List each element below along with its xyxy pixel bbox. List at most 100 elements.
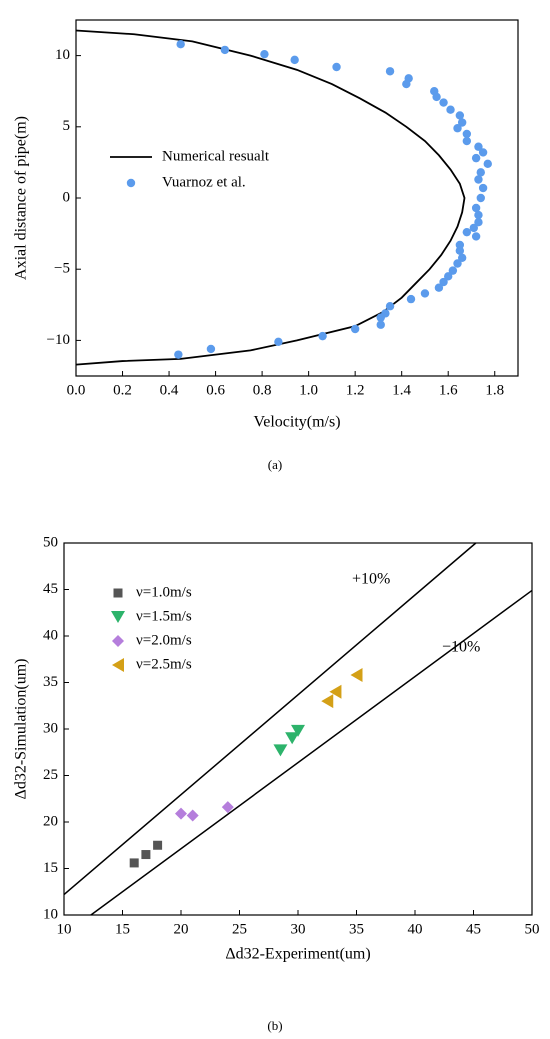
legend-marker <box>111 611 125 623</box>
y-tick-label: 45 <box>43 581 58 597</box>
x-tick-label: 0.0 <box>67 382 86 398</box>
caption: (a) <box>268 457 282 472</box>
legend-marker <box>112 635 124 647</box>
y-tick-label: 10 <box>55 47 70 63</box>
marker <box>453 259 462 268</box>
marker <box>457 253 467 263</box>
legend-label: Numerical resualt <box>162 148 270 164</box>
marker <box>332 62 341 72</box>
y-tick-label: 10 <box>43 906 58 922</box>
x-tick-label: 35 <box>349 921 364 937</box>
reference-line <box>63 542 477 896</box>
marker <box>462 136 472 146</box>
marker <box>478 183 488 193</box>
legend-label: ν=1.0m/s <box>136 584 192 600</box>
marker <box>453 124 462 133</box>
marker <box>483 159 492 169</box>
marker <box>457 118 467 127</box>
marker <box>474 142 483 151</box>
marker <box>474 175 483 184</box>
x-axis-label: Δd32-Experiment(um) <box>225 946 370 963</box>
marker <box>274 337 283 347</box>
marker <box>471 203 481 213</box>
x-tick-label: 15 <box>115 921 130 937</box>
x-tick-label: 0.2 <box>113 382 132 398</box>
marker <box>385 67 395 76</box>
x-tick-label: 10 <box>57 921 72 937</box>
marker <box>141 850 151 860</box>
x-tick-label: 0.8 <box>253 382 272 398</box>
x-tick-label: 40 <box>408 921 423 937</box>
marker <box>420 289 430 298</box>
marker <box>350 668 363 683</box>
marker <box>455 246 465 255</box>
marker <box>376 313 385 322</box>
marker <box>402 79 411 89</box>
y-tick-label: 50 <box>43 534 58 550</box>
x-axis-label: Velocity(m/s) <box>253 414 340 431</box>
y-tick-label: −10 <box>47 332 70 348</box>
marker <box>221 801 234 814</box>
legend-marker <box>113 588 123 598</box>
series-line <box>75 29 466 366</box>
marker <box>260 49 269 59</box>
x-tick-label: 25 <box>232 921 247 937</box>
marker <box>471 153 481 163</box>
plot-frame <box>75 19 519 377</box>
marker <box>385 302 395 311</box>
reference-line <box>90 589 533 916</box>
x-tick-label: 45 <box>466 921 481 937</box>
x-tick-label: 1.4 <box>392 382 411 398</box>
legend-marker <box>126 178 136 188</box>
marker <box>350 324 360 334</box>
marker <box>446 105 455 114</box>
marker <box>291 724 305 737</box>
y-tick-label: −5 <box>54 261 70 277</box>
marker <box>153 840 163 850</box>
marker <box>321 694 334 709</box>
marker <box>176 40 185 49</box>
x-tick-label: 50 <box>525 921 540 937</box>
marker <box>376 320 385 329</box>
marker <box>273 744 288 757</box>
annotation: +10% <box>352 571 390 588</box>
marker <box>318 331 327 341</box>
y-tick-label: 15 <box>43 860 58 876</box>
x-tick-label: 0.6 <box>206 382 225 398</box>
x-tick-label: 1.8 <box>485 382 504 398</box>
x-tick-label: 0.4 <box>160 382 179 398</box>
marker <box>462 227 472 237</box>
legend-label: ν=2.0m/s <box>136 632 192 648</box>
legend-label: Vuarnoz et al. <box>162 174 246 190</box>
marker <box>455 111 465 120</box>
marker <box>129 858 139 868</box>
y-tick-label: 5 <box>63 118 71 134</box>
y-tick-label: 35 <box>43 674 58 690</box>
marker <box>476 193 485 203</box>
y-tick-label: 40 <box>43 627 58 643</box>
marker <box>432 92 441 102</box>
legend-label: ν=2.5m/s <box>136 656 192 672</box>
marker <box>478 148 488 157</box>
marker <box>471 232 481 241</box>
x-tick-label: 1.6 <box>439 382 458 398</box>
marker <box>285 732 300 745</box>
marker <box>444 272 453 281</box>
marker <box>439 98 448 107</box>
marker <box>434 283 444 292</box>
marker <box>462 129 472 139</box>
x-tick-label: 1.0 <box>299 382 318 398</box>
marker <box>186 809 199 822</box>
marker <box>329 684 342 699</box>
marker <box>175 807 187 820</box>
x-tick-label: 20 <box>174 921 189 937</box>
y-axis-label: Axial distance of pipe(m) <box>13 116 30 280</box>
marker <box>474 218 483 227</box>
y-tick-label: 20 <box>43 813 58 829</box>
annotation: −10% <box>442 639 480 656</box>
y-tick-label: 30 <box>43 720 58 736</box>
marker <box>290 55 299 65</box>
y-axis-label: Δd32-Simulation(um) <box>13 659 30 800</box>
marker <box>448 266 458 275</box>
